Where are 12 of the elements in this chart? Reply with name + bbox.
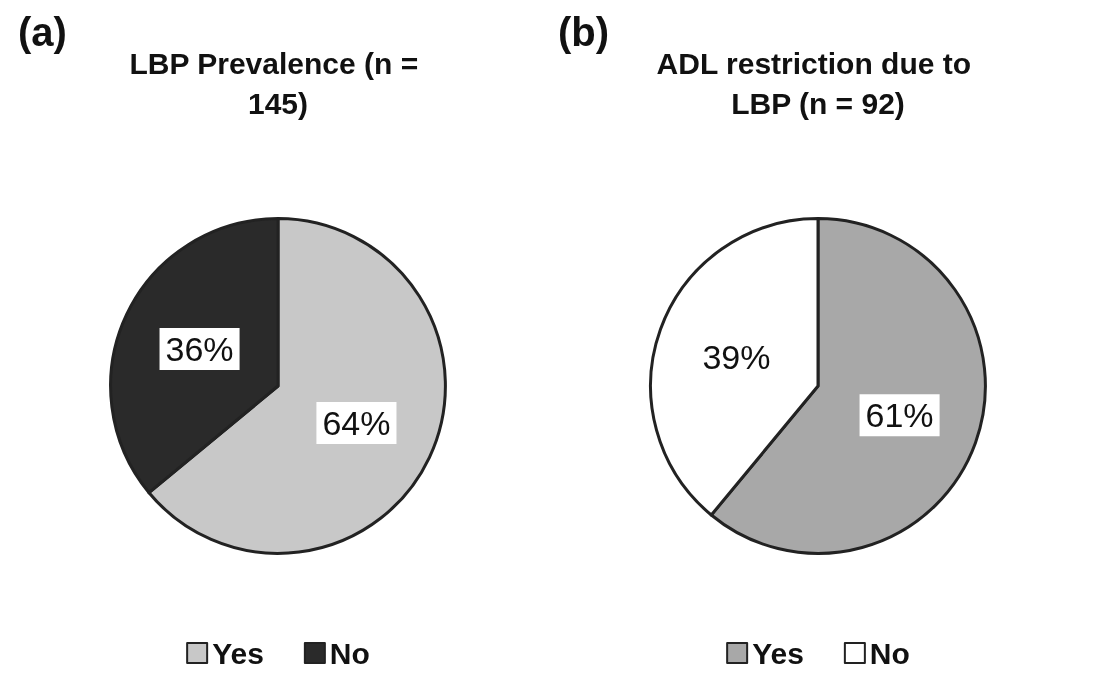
chart-title: ADL restriction due to LBP (n = 92)	[656, 46, 980, 120]
data-label: 36%	[165, 330, 234, 369]
data-label: 39%	[702, 337, 771, 376]
data-label: 64%	[322, 403, 391, 442]
legend-label: No	[869, 636, 910, 670]
legend-label: Yes	[212, 636, 264, 670]
chart-title: LBP Prevalence (n = 145)	[129, 46, 427, 120]
legend-label: No	[329, 636, 370, 670]
text: (a)	[18, 10, 67, 54]
legend-label: Yes	[752, 636, 804, 670]
text: (b)	[558, 10, 610, 54]
data-label: 61%	[865, 396, 934, 435]
